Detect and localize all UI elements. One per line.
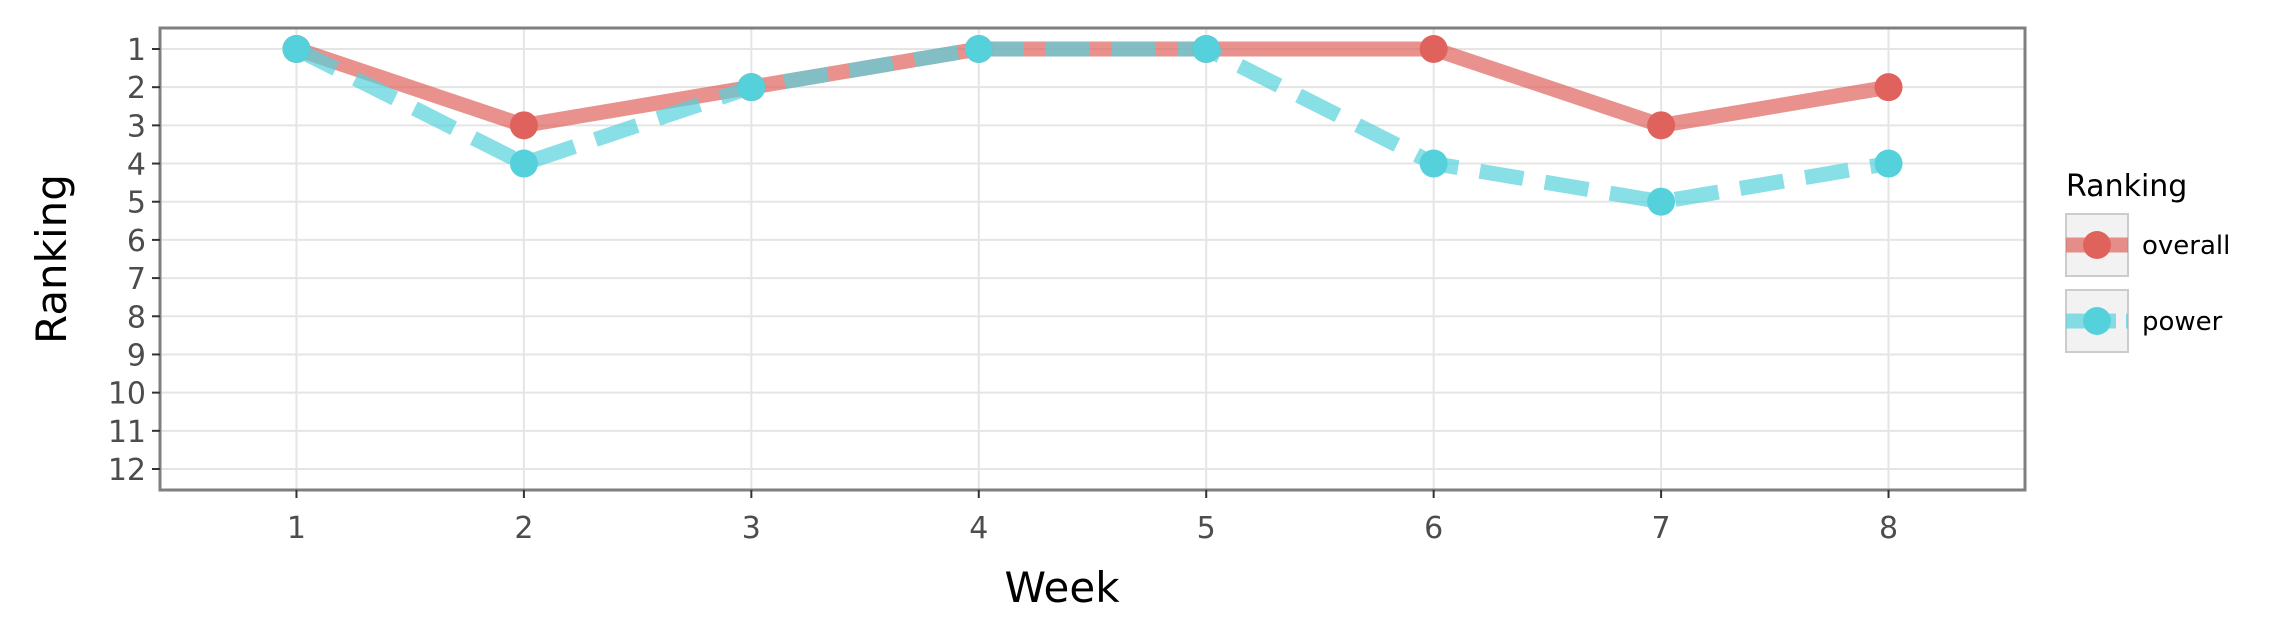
data-point-overall (1419, 35, 1448, 63)
data-point-power (1874, 149, 1903, 178)
y-tick-label: 2 (127, 71, 146, 106)
data-points (282, 35, 1903, 216)
grid-lines (160, 28, 2025, 490)
y-tick-label: 11 (108, 415, 146, 450)
y-tick-label: 1 (127, 33, 146, 68)
y-tick-label: 4 (127, 148, 146, 183)
legend-point-power (2083, 307, 2111, 335)
x-tick-label: 5 (1197, 511, 1216, 546)
data-point-power (737, 73, 766, 102)
legend: Ranking overall power (2065, 169, 2230, 353)
y-tick-label: 9 (127, 338, 146, 373)
legend-label-overall: overall (2142, 231, 2230, 261)
y-tick-label: 5 (127, 186, 146, 221)
data-point-overall (509, 111, 538, 140)
series-lines (293, 41, 1890, 210)
legend-title: Ranking (2066, 169, 2187, 204)
y-tick-label: 10 (108, 377, 146, 412)
x-axis-title: Week (1004, 563, 1120, 612)
legend-label-power: power (2142, 307, 2223, 337)
data-point-overall (1647, 111, 1676, 140)
plot-border (158, 26, 2027, 492)
data-point-overall (1874, 73, 1903, 102)
x-tick-label: 3 (742, 511, 761, 546)
data-point-power (509, 149, 538, 178)
x-tick-label: 4 (969, 511, 988, 546)
x-tick-label: 1 (287, 511, 306, 546)
x-tick-label: 2 (514, 511, 533, 546)
x-tick-label: 6 (1424, 511, 1443, 546)
legend-point-overall (2083, 231, 2111, 259)
data-point-power (282, 35, 311, 63)
x-axis-ticks: 1 2 3 4 5 6 7 8 (287, 490, 1898, 546)
y-tick-label: 12 (108, 453, 146, 488)
series-line-overall (294, 41, 1890, 133)
y-tick-label: 7 (127, 262, 146, 297)
y-tick-label: 8 (127, 300, 146, 335)
x-tick-label: 8 (1879, 511, 1898, 546)
data-point-power (1419, 149, 1448, 178)
data-point-power (1647, 187, 1676, 216)
y-tick-label: 6 (127, 224, 146, 259)
data-point-power (1192, 35, 1221, 63)
y-tick-label: 3 (127, 109, 146, 144)
series-line-power (293, 41, 1890, 210)
y-axis-title: Ranking (27, 174, 76, 344)
data-point-power (964, 35, 993, 63)
x-tick-label: 7 (1652, 511, 1671, 546)
